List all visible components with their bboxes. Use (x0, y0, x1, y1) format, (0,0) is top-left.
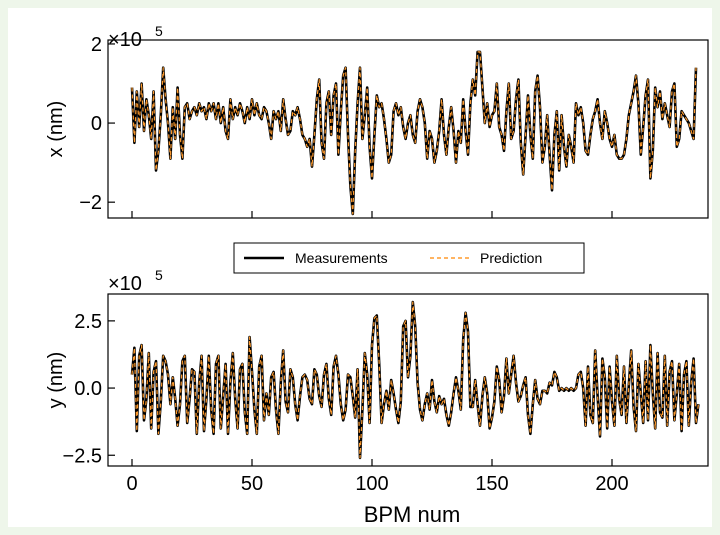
bottom-xlabel: BPM num (364, 502, 461, 527)
bottom-ylabel: y (nm) (45, 352, 67, 409)
bottom-xtick-label: 100 (355, 473, 388, 495)
bottom-panel: 2.5 0.0 −2.5 0 50 100 150 200 ×10 5 y (nm) BPM… (45, 267, 709, 527)
bottom-xtick-label: 0 (126, 473, 137, 495)
bottom-xtick-label: 50 (241, 473, 263, 495)
legend-box (233, 242, 585, 274)
bottom-ytick-label: 0.0 (74, 378, 102, 400)
top-ylabel: x (nm) (45, 101, 67, 158)
top-exponent-base: ×10 (108, 29, 142, 51)
bottom-line-prediction (131, 301, 699, 459)
bottom-ytick-marks (108, 320, 115, 456)
bottom-exponent-power: 5 (155, 267, 163, 283)
bottom-axes-frame (107, 293, 709, 467)
bottom-exponent-base: ×10 (108, 273, 142, 295)
top-ytick-label: 2 (91, 34, 102, 56)
bottom-series-prediction (131, 301, 699, 459)
legend-label-measurements: Measurements (295, 250, 388, 266)
top-xtick-marks (131, 211, 613, 218)
top-ytick-label: −2 (79, 192, 102, 214)
bottom-ytick-label: 2.5 (74, 311, 102, 333)
top-ytick-marks (108, 43, 115, 203)
bottom-ytick-label: −2.5 (63, 445, 102, 467)
bottom-xtick-label: 150 (475, 473, 508, 495)
top-axes-frame (107, 39, 709, 219)
top-series-prediction (131, 51, 697, 215)
top-ytick-labels: 2 0 −2 (79, 34, 102, 214)
legend-label-prediction: Prediction (480, 250, 542, 266)
top-exponent-power: 5 (155, 23, 163, 39)
top-ytick-label: 0 (91, 113, 102, 135)
bottom-xtick-marks (131, 459, 613, 466)
bottom-xtick-label: 200 (595, 473, 628, 495)
bottom-ytick-labels: 2.5 0.0 −2.5 (63, 311, 102, 467)
legend: Measurements Prediction (233, 242, 585, 274)
top-panel: 2 0 −2 ×10 5 x (nm) (45, 23, 709, 219)
bottom-xtick-labels: 0 50 100 150 200 (126, 473, 628, 495)
top-line-prediction (131, 51, 697, 215)
